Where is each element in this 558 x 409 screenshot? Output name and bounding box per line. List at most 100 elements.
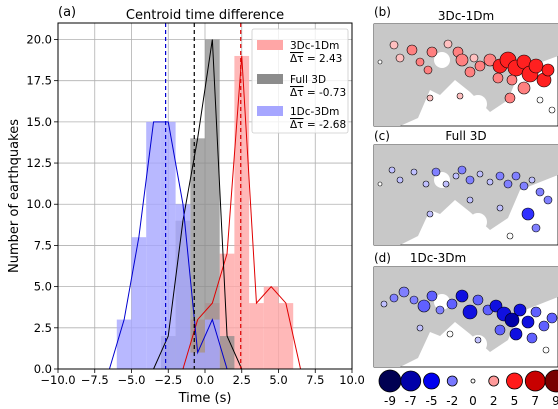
event-marker [435,305,445,315]
event-marker [506,232,514,240]
event-marker [519,181,529,191]
curve-3dc-1dm [182,55,302,369]
bar-1dc-3dm [205,319,220,369]
event-marker [504,312,520,328]
legend: 3Dc-1Dm Δτ = 2.43 Full 3D Δτ = -0.73 1Dc… [251,28,349,134]
colorbar-marker [400,370,422,392]
event-marker [377,59,383,65]
event-marker [416,324,424,332]
event-marker [528,58,544,74]
colorbar-marker [378,369,402,393]
event-marker [389,40,399,50]
panel-label-b: (b) [374,5,391,19]
x-tick-label: 7.5 [306,373,324,387]
event-marker [395,53,405,63]
event-marker [452,172,460,180]
y-tick-label: 0.0 [34,362,52,376]
bar-3dc-1dm [234,55,250,369]
colorbar-label: -9 [384,394,396,408]
curve-1dc-3dm [108,121,228,369]
event-marker [503,179,513,189]
event-marker [410,168,418,176]
event-marker [530,306,542,318]
event-marker [535,187,545,197]
histogram-bars [116,39,294,369]
legend-stat-3: Δτ = -2.68 [290,119,346,131]
y-tick-label: 17.5 [26,74,52,88]
colorbar-marker [524,370,546,392]
colorbar-label: 5 [511,394,519,408]
event-marker [423,65,433,75]
y-tick-label: 15.0 [26,115,52,129]
bar-3dc-1dm [278,303,294,369]
event-marker [456,92,464,100]
event-marker [526,332,538,344]
event-marker [548,106,556,114]
colorbar-marker [506,372,523,390]
event-marker [426,210,434,218]
event-marker [469,53,479,63]
chart-title: Centroid time difference [126,8,284,23]
event-marker [417,299,431,313]
colorbar-marker [544,369,558,393]
magnitude-colorbar: -9 -7 -5 -2 0 2 5 7 9 [378,369,558,408]
event-marker [494,324,506,336]
event-marker [542,346,550,354]
event-marker [409,295,419,305]
event-marker [474,60,486,72]
colorbar-marker [470,378,476,384]
panel-label-c: (c) [374,129,390,143]
event-marker [538,320,550,332]
event-marker [541,63,555,77]
legend-stat-1: Δτ = 2.43 [290,53,342,65]
map-title-c: Full 3D [445,129,486,143]
y-tick-label: 2.5 [34,321,52,335]
event-marker [528,176,536,184]
event-marker [406,44,418,56]
panel-label-a: (a) [58,5,76,20]
legend-label-1: 3Dc-1Dm [290,40,339,52]
panel-label-d: (d) [374,251,391,265]
x-tick-label: −5.0 [118,373,146,387]
event-marker [465,175,475,185]
bar-1dc-3dm [116,319,132,369]
event-marker [446,298,458,310]
event-marker [486,178,494,186]
x-tick-label: 0.0 [196,373,214,387]
legend-label-3: 1Dc-3Dm [290,106,339,118]
bar-3dc-1dm [249,303,264,369]
event-marker [415,57,425,67]
event-marker [426,46,438,58]
bar-1dc-3dm [146,121,161,369]
event-marker [464,66,476,78]
y-axis-label: Number of earthquakes [7,119,22,273]
event-marker [474,336,482,344]
event-marker [389,293,399,303]
event-marker [476,170,484,178]
event-marker [426,94,434,102]
legend-stat-2: Δτ = -0.73 [290,87,346,99]
x-axis-label: Time (s) [178,391,232,406]
y-tick-label: 10.0 [26,197,52,211]
event-marker [396,176,404,184]
event-marker [513,303,527,317]
event-marker [426,290,438,302]
frequency-curves [108,39,302,369]
x-tick-label: −2.5 [154,373,182,387]
x-tick-label: −10.0 [40,373,75,387]
event-marker [377,181,383,187]
colorbar-marker [423,372,440,390]
y-tick-label: 12.5 [26,156,52,170]
event-marker [531,223,541,233]
event-marker [536,96,544,104]
event-marker [431,167,441,177]
y-tick-label: 5.0 [34,280,52,294]
event-marker [521,207,535,221]
map-d [373,266,558,368]
event-marker [543,195,553,205]
legend-swatch-1 [257,40,283,50]
curve-full-3d [153,39,243,369]
bar-1dc-3dm [190,352,205,369]
map-title-d: 1Dc-3Dm [410,251,466,265]
